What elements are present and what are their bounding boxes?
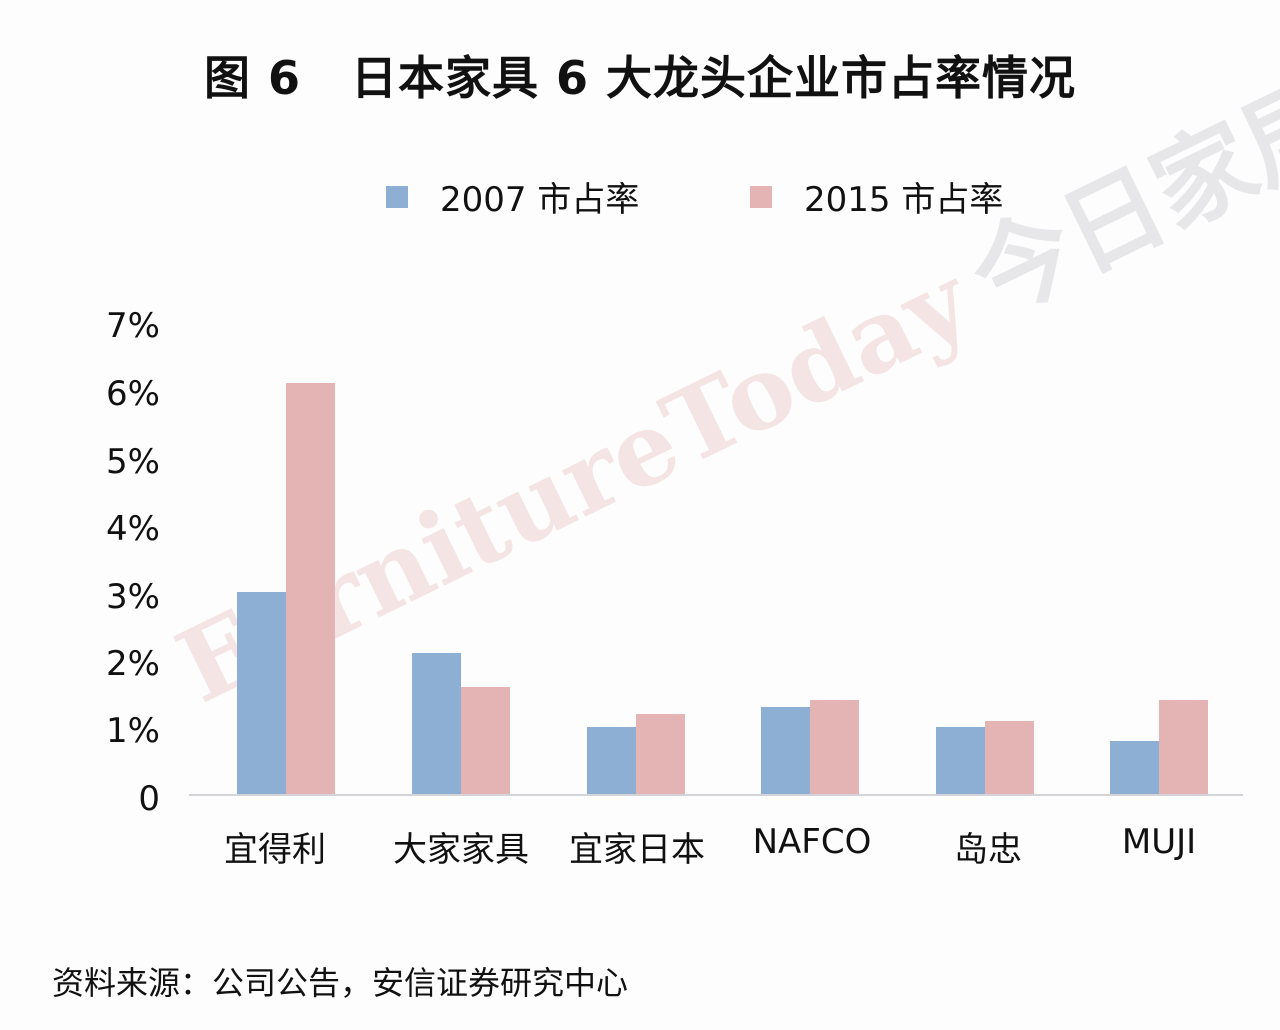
x-label: 大家家具: [393, 830, 529, 870]
y-tick: 6%: [106, 374, 160, 414]
x-label: 岛忠: [954, 830, 1022, 870]
legend-swatch-2015-icon: [750, 185, 772, 208]
bar-2007: [587, 727, 636, 795]
bar-2007: [761, 707, 810, 795]
y-tick: 0: [138, 779, 160, 819]
legend-label-2015: 2015 市占率: [804, 180, 1004, 220]
legend-swatch-2007-icon: [386, 185, 408, 208]
title-text: 日本家具 6 大龙头企业市占率情况: [350, 51, 1077, 105]
x-label: 宜家日本: [569, 830, 705, 870]
legend: 2007 市占率 2015 市占率: [0, 172, 1280, 222]
chart-title: 图 6 日本家具 6 大龙头企业市占率情况: [0, 42, 1280, 108]
source-note: 资料来源：公司公告，安信证券研究中心: [52, 964, 629, 1002]
bar-2015: [985, 720, 1034, 795]
x-axis-line: [189, 794, 1243, 796]
legend-item-2015: 2015 市占率: [750, 172, 1003, 221]
legend-label-2007: 2007 市占率: [440, 180, 640, 220]
bar-2015: [1159, 700, 1208, 795]
legend-item-2007: 2007 市占率: [386, 172, 639, 221]
bar-2015: [636, 713, 685, 795]
bar-2015: [286, 382, 335, 795]
bar-2015: [810, 700, 859, 795]
bar-2007: [237, 592, 286, 795]
bar-2007: [936, 727, 985, 795]
x-label: 宜得利: [224, 830, 326, 870]
bar-2007: [412, 653, 461, 795]
y-tick: 4%: [106, 509, 160, 549]
figure-number: 图 6: [203, 51, 301, 105]
y-tick: 5%: [106, 442, 160, 482]
bar-2015: [461, 686, 510, 795]
bar-2007: [1110, 740, 1159, 795]
y-tick: 7%: [106, 306, 160, 346]
x-label: MUJI: [1121, 822, 1197, 862]
y-tick: 1%: [106, 711, 160, 751]
y-tick: 3%: [106, 577, 160, 617]
y-tick: 2%: [106, 644, 160, 684]
x-label: NAFCO: [752, 822, 872, 862]
